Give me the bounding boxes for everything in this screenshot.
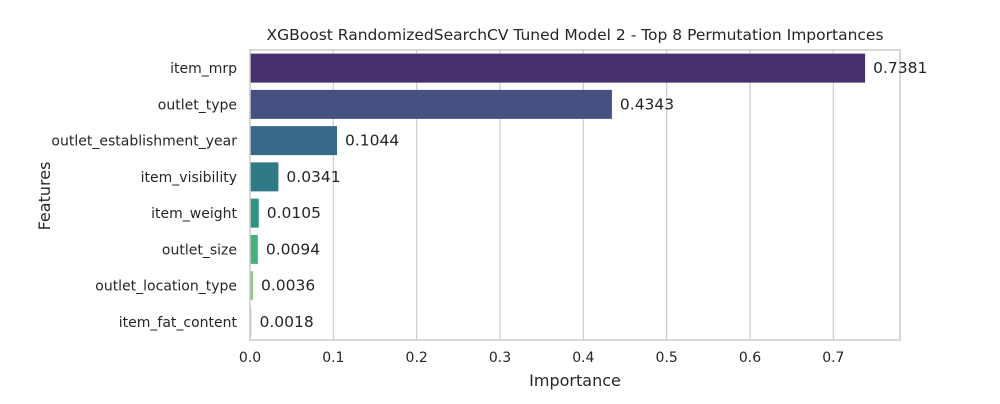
x-tick-label: 0.1 [322,350,344,366]
bar-value-label: 0.0341 [286,168,340,186]
bar-value-label: 0.1044 [345,132,399,150]
x-tick-label: 0.3 [489,350,511,366]
bar-value-label: 0.7381 [873,59,927,77]
labels: 0.0 0.1 0.2 0.3 0.4 0.5 0.6 0.7 item_mrp 0.7381 ou… [51,59,927,366]
chart-title: XGBoost RandomizedSearchCV Tuned Model 2… [266,26,883,44]
y-tick-label: item_visibility [141,170,237,186]
y-tick-label: item_fat_content [119,315,238,331]
y-tick-label: outlet_size [162,242,237,258]
x-tick-label: 0.0 [239,350,261,366]
bar-outlet-location-type [250,271,253,301]
bar-outlet-size [250,234,258,264]
y-tick-label: item_weight [151,206,237,222]
bar-value-label: 0.0036 [261,277,315,295]
x-tick-label: 0.7 [822,350,844,366]
bar-outlet-establishment-year [250,126,337,156]
x-tick-label: 0.5 [656,350,678,366]
bar-value-label: 0.4343 [620,95,674,113]
plot-frame [249,49,901,341]
y-tick-label: outlet_type [158,97,237,113]
x-axis-title: Importance [529,371,621,390]
x-tick-label: 0.2 [406,350,428,366]
bar-item-weight [250,198,259,228]
y-tick-label: outlet_establishment_year [51,134,237,150]
bar-value-label: 0.0094 [266,240,320,258]
plot-border [249,49,901,341]
bar-item-visibility [250,162,279,192]
bar-item-mrp [250,53,866,83]
bars [250,53,866,337]
bar-value-label: 0.0105 [267,204,321,222]
bar-value-label: 0.0018 [260,313,314,331]
bar-outlet-type [250,89,612,119]
y-axis-title: Features [35,162,54,231]
y-tick-label: outlet_location_type [95,279,237,295]
x-tick-label: 0.4 [572,350,594,366]
y-tick-label: item_mrp [170,61,237,77]
x-tick-label: 0.6 [739,350,761,366]
